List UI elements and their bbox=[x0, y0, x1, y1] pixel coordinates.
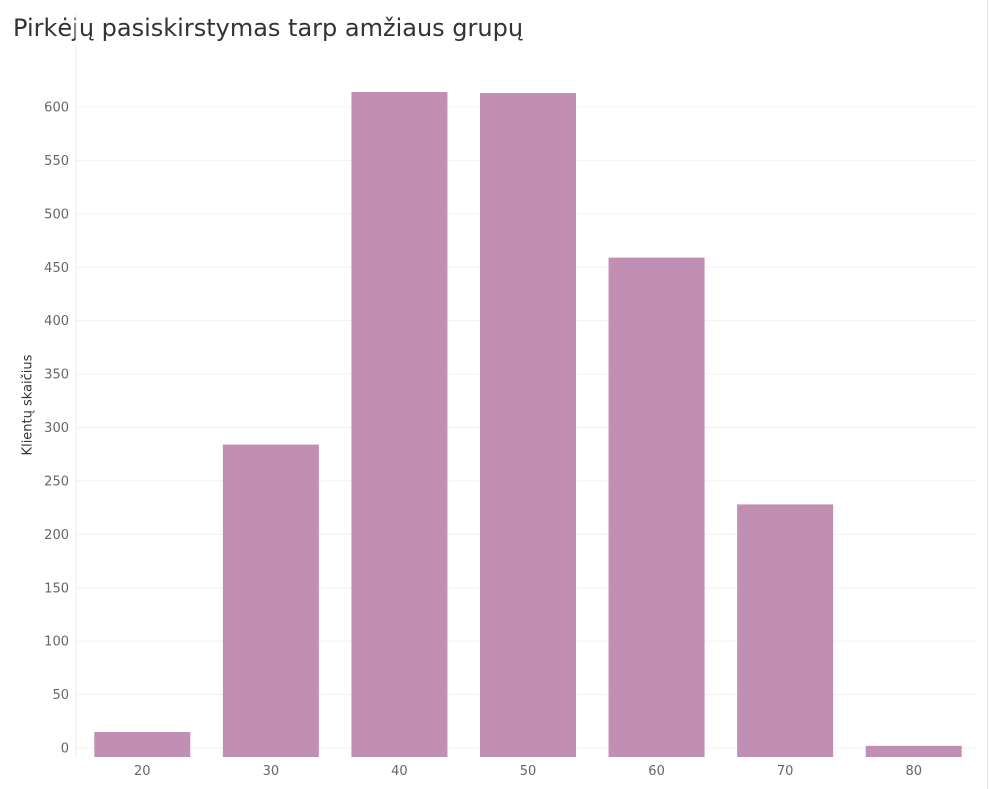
x-tick-label: 70 bbox=[777, 764, 794, 779]
y-tick-label: 200 bbox=[44, 528, 69, 543]
bar[interactable] bbox=[480, 93, 576, 757]
panel-divider bbox=[987, 0, 988, 789]
y-tick-label: 50 bbox=[52, 688, 69, 703]
bar[interactable] bbox=[865, 745, 962, 757]
bar[interactable] bbox=[94, 731, 191, 757]
x-tick-label: 40 bbox=[391, 764, 408, 779]
x-axis-ticks: 20 30 40 50 60 70 80 bbox=[134, 764, 922, 779]
chart-title: Pirkėjų pasiskirstymas tarp amžiaus grup… bbox=[13, 14, 524, 42]
x-tick-label: 50 bbox=[520, 764, 537, 779]
y-tick-label: 500 bbox=[44, 207, 69, 222]
y-tick-label: 400 bbox=[44, 314, 69, 329]
bar[interactable] bbox=[351, 92, 448, 757]
y-tick-label: 100 bbox=[44, 635, 69, 650]
y-axis-ticks: 0 50 100 150 200 250 300 350 400 450 500 550 600 bbox=[44, 101, 69, 757]
y-tick-label: 550 bbox=[44, 154, 69, 169]
y-tick-label: 350 bbox=[44, 368, 69, 383]
bars bbox=[94, 92, 962, 757]
y-tick-label: 450 bbox=[44, 261, 69, 276]
y-tick-label: 600 bbox=[44, 101, 69, 116]
x-tick-label: 20 bbox=[134, 764, 151, 779]
x-tick-label: 60 bbox=[648, 764, 665, 779]
y-tick-label: 300 bbox=[44, 421, 69, 436]
x-tick-label: 30 bbox=[263, 764, 280, 779]
y-tick-label: 250 bbox=[44, 474, 69, 489]
bar[interactable] bbox=[737, 504, 834, 757]
bar[interactable] bbox=[608, 257, 705, 757]
bar[interactable] bbox=[222, 444, 319, 757]
y-tick-label: 150 bbox=[44, 581, 69, 596]
y-tick-label: 0 bbox=[61, 742, 69, 757]
x-tick-label: 80 bbox=[905, 764, 922, 779]
